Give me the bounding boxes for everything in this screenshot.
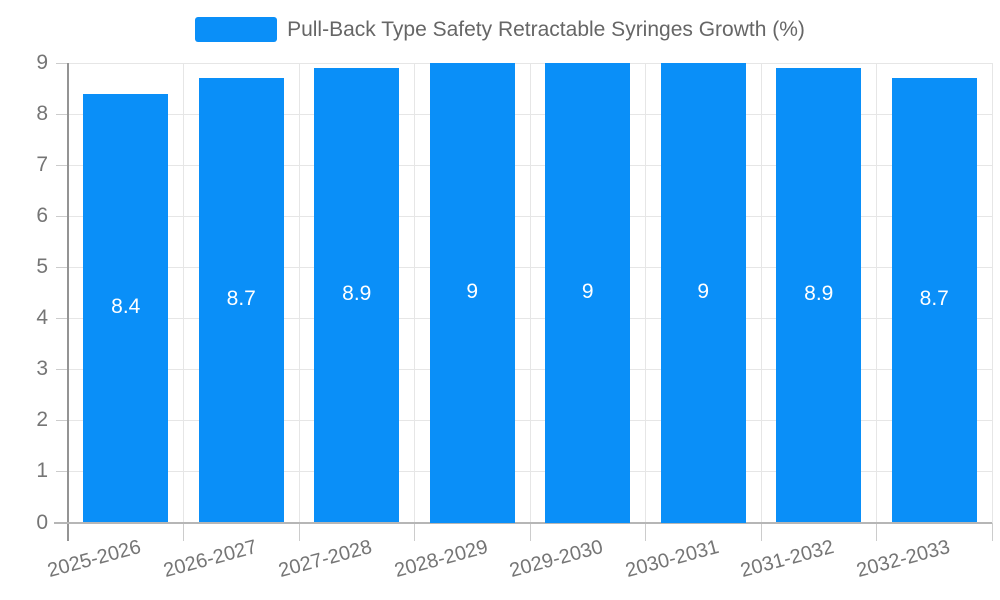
legend-label[interactable]: Pull-Back Type Safety Retractable Syring… [287, 17, 805, 41]
y-axis-label: 2 [36, 408, 48, 432]
y-axis-tick [56, 317, 68, 319]
x-axis-tick [760, 522, 762, 541]
x-axis-label: 2030-2031 [622, 536, 721, 583]
x-axis-tick [183, 522, 184, 541]
legend: Pull-Back Type Safety Retractable Syring… [0, 17, 1000, 42]
gridline-vertical [760, 63, 762, 523]
bar-2026-2027[interactable] [198, 78, 284, 523]
gridline-vertical [529, 63, 531, 523]
x-axis-tick [67, 522, 69, 541]
bar-2025-2026[interactable] [83, 93, 169, 523]
y-axis-tick [56, 419, 68, 421]
y-axis-tick [56, 368, 68, 370]
gridline-vertical [183, 63, 184, 523]
y-axis-label: 7 [36, 153, 48, 177]
x-axis-label: 2028-2029 [391, 536, 490, 583]
y-axis-label: 5 [36, 255, 48, 279]
x-axis-tick [298, 522, 300, 541]
x-axis-label: 2032-2033 [853, 536, 952, 583]
bar-2031-2032[interactable] [776, 68, 862, 523]
y-axis-label: 1 [36, 459, 48, 483]
y-axis-label: 6 [36, 204, 48, 228]
gridline-vertical [876, 63, 877, 523]
x-axis-label: 2027-2028 [276, 536, 375, 583]
gridline-vertical [645, 63, 646, 523]
y-axis-tick [56, 62, 68, 64]
bar-2032-2033[interactable] [891, 78, 977, 523]
x-axis-label: 2025-2026 [45, 536, 144, 583]
x-axis-tick [991, 522, 993, 541]
bar-2029-2030[interactable] [545, 63, 631, 523]
bar-2030-2031[interactable] [660, 63, 746, 523]
y-axis-tick [56, 113, 68, 115]
y-axis-line [67, 63, 69, 541]
x-axis-tick [876, 522, 877, 541]
x-axis-label: 2029-2030 [507, 536, 606, 583]
gridline-vertical [298, 63, 300, 523]
y-axis-tick [56, 266, 68, 268]
y-axis-tick [56, 215, 68, 217]
y-axis-tick [56, 470, 68, 472]
legend-swatch[interactable] [195, 17, 278, 42]
y-axis-label: 3 [36, 357, 48, 381]
y-axis-label: 9 [36, 51, 48, 74]
y-axis-label: 8 [36, 102, 48, 126]
x-axis-tick [645, 522, 646, 541]
bar-2028-2029[interactable] [429, 63, 515, 523]
y-axis-label: 0 [36, 510, 48, 534]
gridline-horizontal [68, 62, 992, 64]
y-axis-tick [56, 164, 68, 166]
y-axis-label: 4 [36, 306, 48, 330]
gridline-vertical [991, 63, 993, 523]
gridline-vertical [414, 63, 415, 523]
bar-2027-2028[interactable] [314, 68, 400, 523]
x-axis-tick [414, 522, 415, 541]
x-axis-label: 2026-2027 [160, 536, 259, 583]
x-axis-label: 2031-2032 [738, 536, 837, 583]
y-axis-tick [56, 522, 68, 523]
x-axis-tick [529, 522, 531, 541]
